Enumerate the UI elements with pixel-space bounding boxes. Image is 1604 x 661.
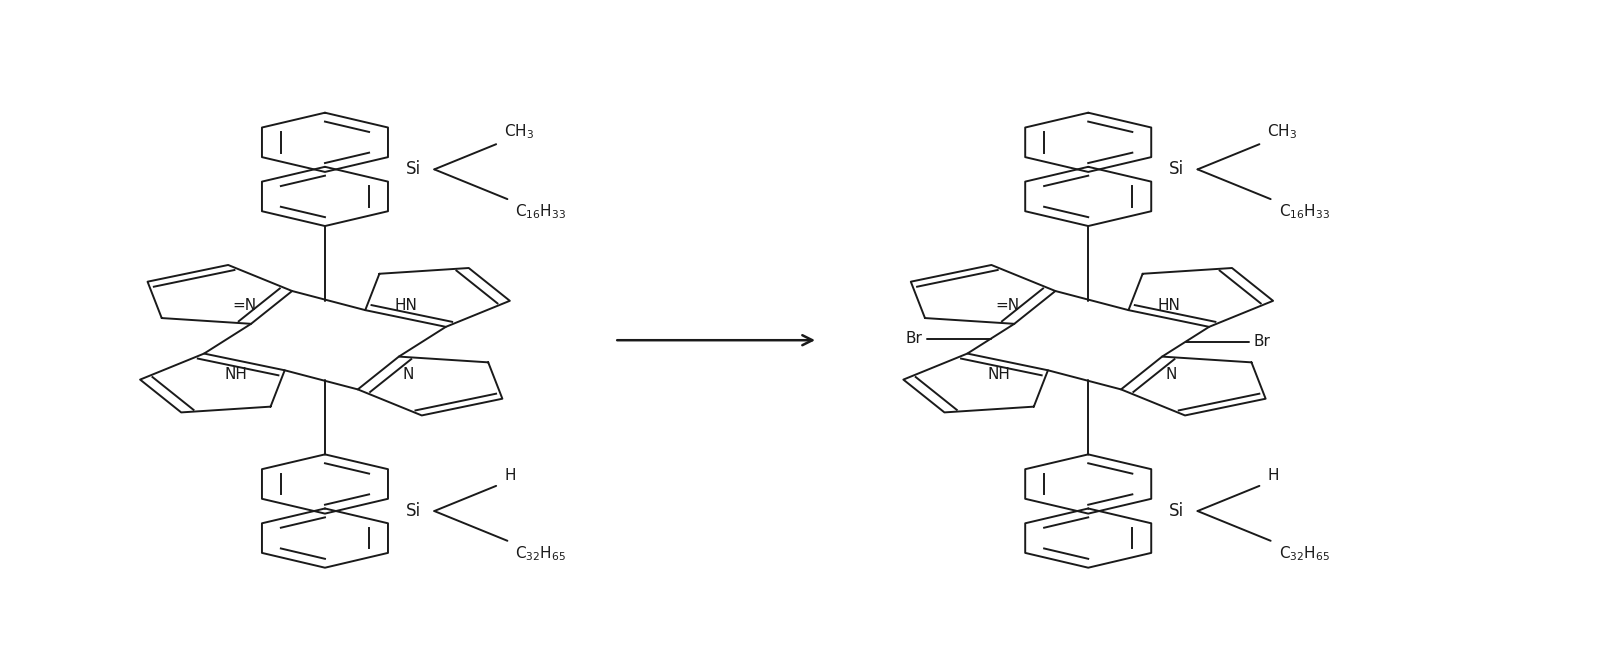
Text: C$_{32}$H$_{65}$: C$_{32}$H$_{65}$	[515, 544, 566, 563]
Text: Br: Br	[906, 331, 922, 346]
Text: NH: NH	[225, 368, 247, 382]
Text: C$_{32}$H$_{65}$: C$_{32}$H$_{65}$	[1278, 544, 1330, 563]
Text: =N: =N	[233, 298, 257, 313]
Text: N: N	[403, 368, 414, 382]
Text: =N: =N	[994, 298, 1020, 313]
Text: Br: Br	[1254, 334, 1270, 349]
Text: C$_{16}$H$_{33}$: C$_{16}$H$_{33}$	[1278, 202, 1330, 221]
Text: Si: Si	[1169, 502, 1184, 520]
Text: NH: NH	[988, 368, 1011, 382]
Text: H: H	[1267, 467, 1278, 483]
Text: N: N	[1165, 368, 1177, 382]
Text: HN: HN	[1158, 298, 1181, 313]
Text: Si: Si	[406, 502, 420, 520]
Text: C$_{16}$H$_{33}$: C$_{16}$H$_{33}$	[515, 202, 566, 221]
Text: HN: HN	[395, 298, 417, 313]
Text: CH$_3$: CH$_3$	[504, 122, 534, 141]
Text: CH$_3$: CH$_3$	[1267, 122, 1298, 141]
Text: H: H	[504, 467, 515, 483]
Text: Si: Si	[406, 161, 420, 178]
Text: Si: Si	[1169, 161, 1184, 178]
